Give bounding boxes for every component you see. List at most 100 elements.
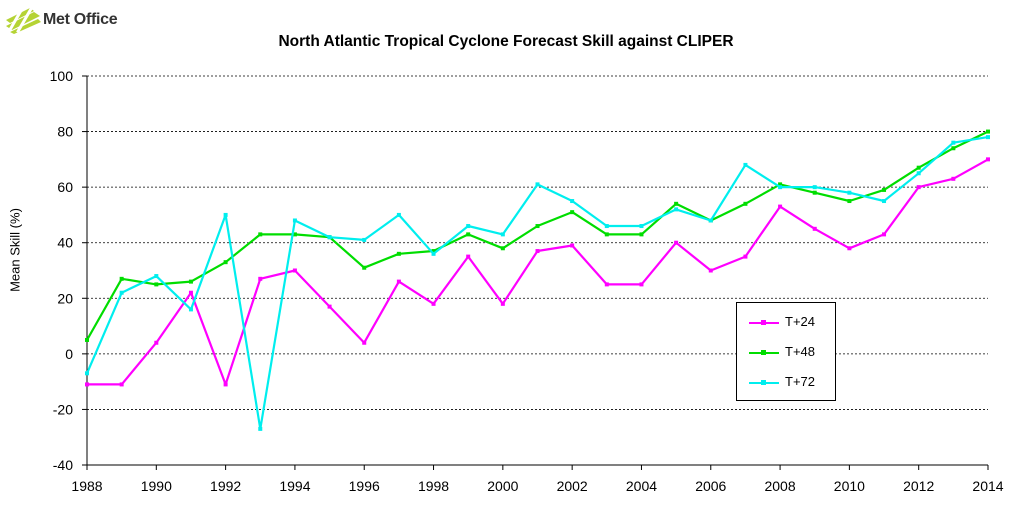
data-point	[708, 268, 713, 273]
data-point	[986, 157, 990, 162]
data-point	[431, 301, 436, 306]
data-point	[258, 232, 263, 237]
data-point	[708, 218, 713, 223]
x-tick-label: 1992	[210, 478, 241, 494]
data-point	[882, 199, 887, 204]
data-point	[154, 282, 159, 287]
data-point	[916, 185, 921, 190]
data-point	[188, 279, 193, 284]
data-point	[743, 201, 748, 206]
data-point	[466, 254, 471, 259]
data-point	[847, 246, 852, 251]
x-tick-label: 1996	[349, 478, 380, 494]
data-point	[882, 187, 887, 192]
data-point	[292, 232, 297, 237]
data-point	[847, 199, 852, 204]
data-point	[674, 240, 679, 245]
data-point	[812, 185, 817, 190]
data-point	[535, 224, 540, 229]
data-point	[223, 382, 228, 387]
data-point	[570, 243, 575, 248]
data-point	[327, 304, 332, 309]
data-point	[396, 212, 401, 217]
y-tick-label: 80	[57, 124, 73, 140]
data-point	[119, 290, 124, 295]
x-tick-label: 2006	[695, 478, 726, 494]
data-point	[154, 340, 159, 345]
data-point	[812, 226, 817, 231]
x-tick-label: 2002	[557, 478, 588, 494]
data-point	[743, 254, 748, 259]
axes	[82, 75, 989, 470]
legend-label: T+48	[785, 344, 815, 359]
data-point	[85, 337, 89, 342]
data-point	[604, 232, 609, 237]
data-point	[119, 382, 124, 387]
data-point	[778, 182, 783, 187]
data-point	[604, 224, 609, 229]
y-tick-label: -20	[53, 401, 73, 417]
data-point	[570, 210, 575, 215]
legend-marker-swatch	[761, 350, 766, 355]
x-tick-label: 1990	[141, 478, 172, 494]
x-tick-label: 2000	[487, 478, 518, 494]
data-point	[466, 232, 471, 237]
data-point	[916, 171, 921, 176]
data-point	[674, 201, 679, 206]
data-point	[500, 301, 505, 306]
legend-item-t48: T+48	[737, 343, 835, 363]
data-point	[292, 268, 297, 273]
met-office-logo: Met Office	[4, 6, 118, 34]
data-point	[778, 204, 783, 209]
data-point	[396, 251, 401, 256]
data-point	[188, 307, 193, 312]
y-tick-label: -40	[53, 457, 73, 473]
data-point	[85, 371, 89, 376]
x-tick-label: 2010	[834, 478, 865, 494]
y-tick-label: 40	[57, 235, 73, 251]
data-point	[431, 249, 436, 254]
data-point	[396, 279, 401, 284]
data-point	[327, 235, 332, 240]
legend-item-t72: T+72	[737, 373, 835, 393]
data-point	[951, 176, 956, 181]
data-point	[362, 265, 367, 270]
legend-marker-swatch	[761, 320, 766, 325]
data-point	[431, 251, 436, 256]
data-point	[292, 218, 297, 223]
x-tick-label: 1994	[279, 478, 310, 494]
series-line-t48	[86, 130, 989, 341]
data-point	[466, 224, 471, 229]
data-point	[85, 382, 89, 387]
met-office-logo-icon	[6, 7, 41, 34]
data-point	[951, 140, 956, 145]
legend: T+24 T+48 T+72	[736, 302, 836, 401]
gridlines	[87, 75, 988, 410]
y-tick-label: 0	[65, 346, 73, 362]
data-point	[362, 340, 367, 345]
data-point	[535, 249, 540, 254]
data-point	[223, 260, 228, 265]
x-tick-label: 1998	[418, 478, 449, 494]
y-tick-label: 20	[57, 290, 73, 306]
data-point	[500, 232, 505, 237]
data-point	[570, 199, 575, 204]
data-point	[119, 276, 124, 281]
data-point	[500, 246, 505, 251]
data-point	[154, 274, 159, 279]
x-tick-label: 2004	[626, 478, 657, 494]
data-point	[604, 282, 609, 287]
x-tick-label: 1988	[71, 478, 102, 494]
series-line-t72	[85, 136, 989, 430]
data-point	[986, 129, 990, 134]
y-tick-labels: -40 -20 0 20 40 60 80 100	[50, 68, 74, 473]
data-point	[916, 165, 921, 170]
data-point	[847, 190, 852, 195]
legend-label: T+72	[785, 374, 815, 389]
data-point	[639, 224, 644, 229]
legend-label: T+24	[785, 314, 815, 329]
series-lines	[85, 129, 990, 431]
data-point	[951, 146, 956, 151]
data-point	[188, 290, 193, 295]
